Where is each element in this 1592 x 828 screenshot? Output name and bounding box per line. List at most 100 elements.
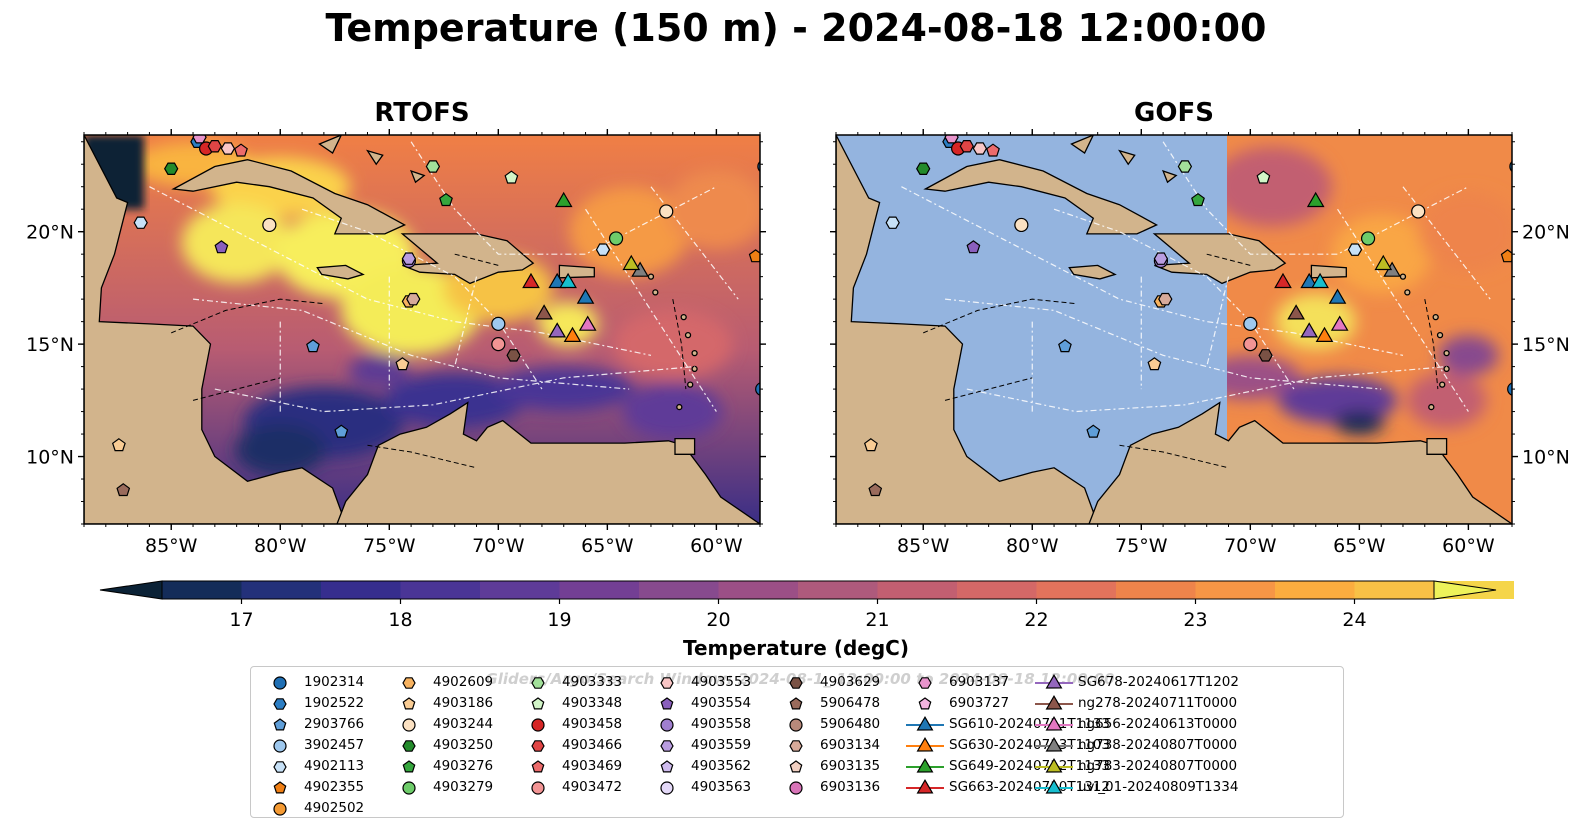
x-tick-label: 80°W — [254, 535, 307, 557]
colorbar-bin — [1036, 581, 1117, 599]
colorbar-bin — [162, 581, 242, 599]
legend-label: SG678-20240617T1202 — [1078, 674, 1239, 690]
legend-marker-triangle-icon — [1035, 695, 1073, 710]
float-marker — [214, 240, 229, 254]
glider-marker — [1330, 315, 1349, 331]
y-tick-label: 20°N — [1522, 222, 1570, 244]
float-marker — [972, 142, 988, 155]
legend-label: 4902502 — [304, 800, 365, 816]
float-marker — [986, 143, 1000, 157]
legend-marker-circle-icon — [402, 718, 416, 732]
glider-marker — [548, 272, 567, 289]
colorbar-bin — [400, 581, 481, 599]
float-marker — [401, 252, 417, 265]
float-marker — [966, 240, 981, 254]
float-marker — [439, 192, 453, 207]
colorbar-bin — [321, 581, 401, 599]
colorbar-label: Temperature (degC) — [683, 636, 909, 660]
legend-label: ng783-20240807T0000 — [1078, 758, 1238, 774]
glider-marker — [563, 326, 582, 342]
colorbar-tick-label: 22 — [1024, 609, 1048, 631]
colorbar-bin — [639, 581, 719, 599]
legend-marker-hexagon-icon — [273, 698, 287, 710]
colorbar-bin — [1354, 581, 1435, 599]
legend-label: 4903186 — [433, 695, 494, 711]
figure-title: Temperature (150 m) - 2024-08-18 12:00:0… — [325, 6, 1267, 50]
legend-marker-hexagon-icon — [789, 677, 803, 689]
legend-label: 4903558 — [691, 716, 752, 732]
panel-title-gofs: GOFS — [1134, 98, 1214, 128]
glider-marker — [1311, 272, 1329, 289]
glider-marker — [1300, 322, 1319, 338]
float-marker — [608, 231, 624, 246]
legend-label: 4903244 — [433, 716, 494, 732]
panel-title-rtofs: RTOFS — [374, 98, 470, 128]
legend-label: 4903559 — [691, 737, 752, 753]
float-marker — [1177, 160, 1193, 173]
float-marker — [1243, 316, 1258, 331]
float-marker — [1507, 382, 1512, 396]
legend-label: SG649-20240712T1133 — [949, 758, 1110, 774]
legend-marker-triangle-icon — [1035, 758, 1073, 773]
float-marker — [1347, 243, 1363, 256]
legend-label: 5906478 — [820, 695, 881, 711]
legend-label: 4903472 — [562, 779, 623, 795]
legend-marker-hexagon-icon — [402, 677, 416, 689]
glider-marker — [1287, 304, 1305, 320]
legend-label: 3902457 — [304, 737, 365, 753]
legend-marker-pentagon-icon — [789, 760, 803, 773]
glider-marker — [1300, 272, 1319, 289]
x-tick-label: 65°W — [581, 535, 634, 557]
float-marker — [863, 438, 878, 452]
legend-marker-triangle-icon — [1035, 674, 1073, 689]
colorbar-bin — [1116, 581, 1196, 599]
legend-label: SG663-20240710T1312 — [949, 779, 1110, 795]
glider-marker — [1274, 272, 1292, 289]
legend-marker-pentagon-icon — [402, 760, 416, 773]
float-marker — [220, 142, 236, 155]
colorbar-bin — [798, 581, 878, 599]
legend-label: ng656-20240613T0000 — [1078, 716, 1238, 732]
float-marker — [306, 339, 320, 353]
float-marker — [1153, 252, 1169, 265]
legend-marker-hexagon-icon — [918, 677, 932, 689]
legend-marker-hexagon-icon — [660, 740, 674, 752]
x-tick-label: 70°W — [1224, 535, 1277, 557]
glider-marker — [1315, 326, 1334, 342]
x-tick-label: 85°W — [145, 535, 198, 557]
float-marker — [334, 424, 349, 438]
float-marker — [425, 160, 441, 173]
legend-marker-circle-icon — [789, 781, 803, 795]
float-marker — [755, 382, 760, 396]
float-marker — [1058, 339, 1072, 353]
legend-label: 4903276 — [433, 758, 494, 774]
float-marker — [491, 337, 506, 352]
colorbar-bin — [241, 581, 322, 599]
float-marker — [1158, 292, 1173, 306]
legend-label: 6903137 — [949, 674, 1010, 690]
y-tick-label: 10°N — [26, 447, 74, 469]
rtofs-map-panel: 85°W 80°W 75°W 70°W 65°W 60°W 20°N 15°N 10°N — [26, 129, 766, 557]
glider-marker — [576, 288, 595, 304]
gofs-map-panel: 85°W 80°W 75°W 70°W 65°W 60°W 20°N 15°N 10°N — [830, 129, 1570, 557]
x-tick-label: 60°W — [1442, 535, 1495, 557]
legend-marker-triangle-icon — [1035, 779, 1073, 794]
legend-marker-circle-icon — [402, 781, 416, 795]
float-marker — [1191, 192, 1205, 207]
float-marker — [868, 483, 883, 497]
float-marker — [111, 438, 126, 452]
float-marker — [1243, 337, 1258, 352]
glider-marker — [535, 304, 553, 320]
legend-marker-pentagon-icon — [660, 760, 674, 773]
x-tick-label: 75°W — [1115, 535, 1168, 557]
float-marker — [595, 243, 611, 256]
legend-marker-hexagon-icon — [531, 677, 545, 689]
legend-marker-triangle-icon — [906, 779, 944, 794]
legend-marker-triangle-icon — [906, 758, 944, 773]
float-marker — [234, 143, 248, 157]
glider-marker — [622, 254, 641, 271]
glider-marker — [1328, 288, 1347, 304]
legend-label: 4902609 — [433, 674, 494, 690]
glider-marker — [559, 272, 577, 289]
